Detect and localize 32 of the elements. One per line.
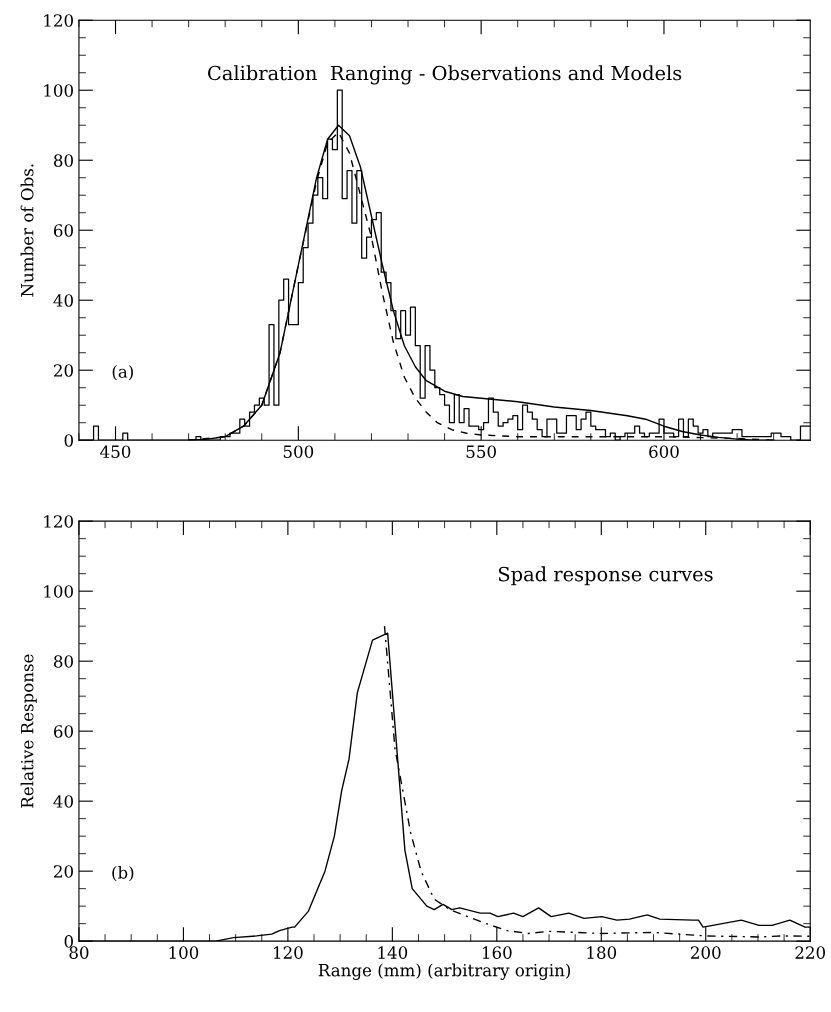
y-axis-title: Number of Obs. [20,164,34,297]
x-tick-label: 220 [795,946,826,959]
text: Calibration Ranging - Observations and Models [208,65,682,85]
x-axis-title: Range (mm) (arbitrary origin) [318,963,571,980]
x-tick-label: 200 [690,946,721,959]
y-tick-label: 80 [53,655,73,668]
y-tick-label: 120 [44,515,73,528]
y-tick-label: 20 [54,364,73,377]
y-tick-label: 120 [44,14,73,27]
x-tick-label: 100 [169,946,199,959]
x-tick-label: 120 [274,946,303,959]
x-tick-label: 500 [283,445,314,458]
y-tick-label: 40 [53,795,73,808]
y-tick-label: 60 [53,224,73,237]
y-tick-label: 0 [64,935,73,948]
y-tick-label: 80 [53,154,73,167]
y-tick-label: 100 [44,585,73,598]
text: Spad response curves [498,566,713,586]
x-tick-label: 550 [466,445,496,458]
y-tick-label: 100 [44,84,73,97]
y-tick-label: 0 [64,434,73,447]
x-tick-label: 180 [587,946,617,959]
annotation: (a) [112,364,133,381]
x-tick-label: 140 [378,946,408,959]
x-tick-label: 450 [100,445,131,458]
y-tick-label: 40 [53,294,73,307]
annotation: (b) [112,865,134,882]
x-tick-label: 600 [649,445,679,458]
y-tick-label: 20 [54,865,73,878]
y-axis-title: Relative Response [20,654,37,808]
x-tick-label: 160 [482,946,512,959]
y-tick-label: 60 [53,725,73,738]
